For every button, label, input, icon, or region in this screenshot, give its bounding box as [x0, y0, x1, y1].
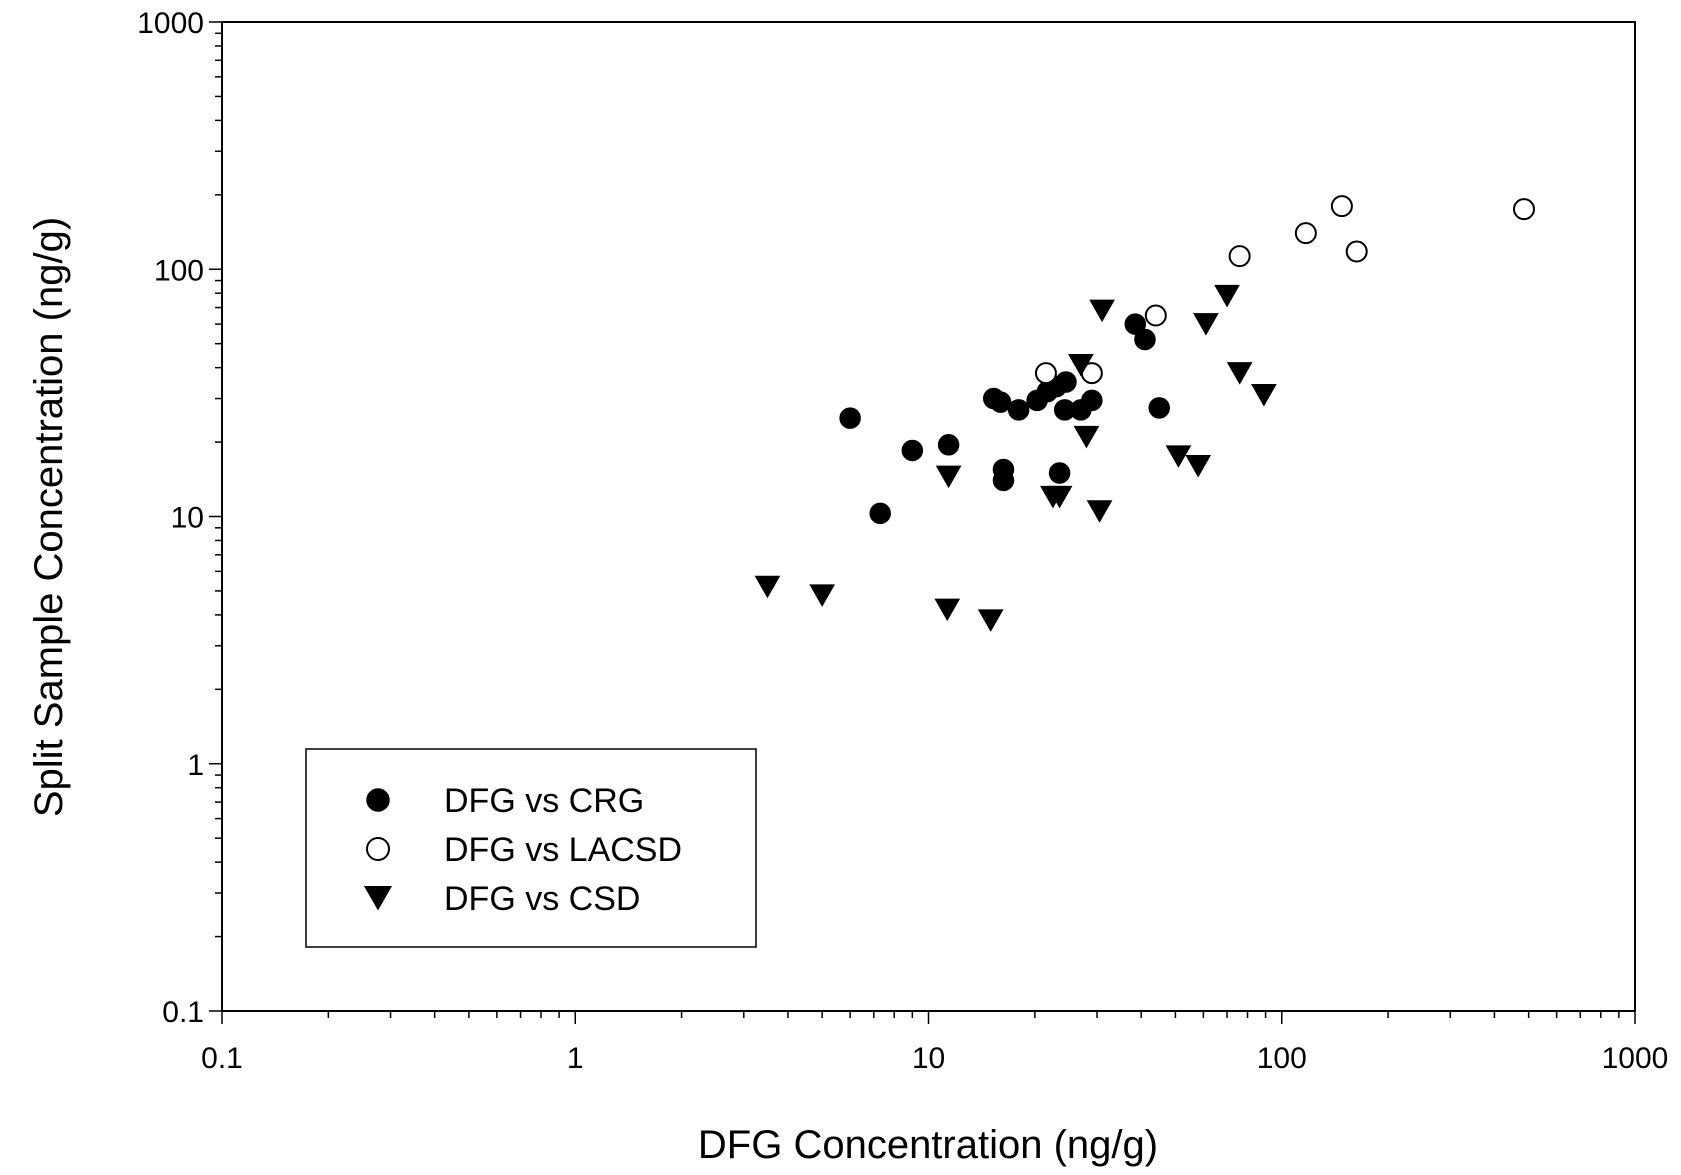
- data-point-series-2: [1251, 384, 1277, 407]
- data-point-series-0: [1007, 399, 1030, 421]
- data-point-series-1: [1330, 195, 1353, 218]
- data-point-series-2: [1193, 313, 1219, 336]
- data-point-series-1: [1294, 222, 1317, 245]
- data-point-series-1: [1034, 362, 1057, 385]
- axis-ticks: [209, 21, 1636, 1024]
- data-point-series-1: [1512, 198, 1535, 221]
- y-tick-label: 0.1: [162, 996, 204, 1029]
- legend: DFG vs CRG DFG vs LACSD DFG vs CSD: [305, 748, 757, 948]
- data-point-series-2: [1214, 284, 1240, 308]
- data-point-series-0: [1081, 389, 1103, 412]
- data-point-series-2: [977, 609, 1004, 632]
- data-point-series-1: [1144, 304, 1167, 327]
- data-point-series-0: [1124, 313, 1147, 335]
- data-point-series-2: [1086, 500, 1113, 523]
- y-axis-title: Split Sample Concentration (ng/g): [27, 217, 71, 817]
- data-point-series-0: [1148, 397, 1170, 419]
- data-points: [754, 195, 1535, 632]
- data-point-series-0: [1055, 371, 1077, 393]
- data-point-series-2: [1089, 299, 1115, 323]
- data-point-series-2: [1073, 425, 1100, 449]
- legend-marker: [363, 885, 393, 911]
- data-point-series-2: [754, 575, 781, 599]
- legend-marker: [366, 788, 390, 812]
- data-point-series-0: [1134, 328, 1156, 351]
- legend-items: DFG vs CRG DFG vs LACSD DFG vs CSD: [363, 782, 682, 918]
- y-tick-label: 10: [171, 502, 204, 535]
- data-point-series-2: [935, 465, 962, 489]
- x-axis-title: DFG Concentration (ng/g): [698, 1123, 1158, 1167]
- axis-tick-labels: 0.1 1 10 100 1000 0.1 1 10 100 1000: [137, 7, 1668, 1075]
- data-point-series-2: [1185, 455, 1212, 478]
- data-point-series-2: [809, 584, 836, 607]
- x-tick-label: 10: [912, 1042, 945, 1075]
- data-point-series-2: [934, 598, 961, 622]
- data-point-series-0: [869, 502, 891, 525]
- data-point-series-0: [839, 407, 861, 429]
- y-tick-label: 1: [187, 749, 204, 782]
- legend-label: DFG vs CRG: [444, 782, 644, 820]
- data-point-series-2: [1068, 353, 1094, 377]
- x-tick-label: 1000: [1602, 1042, 1669, 1075]
- data-point-series-2: [1226, 362, 1253, 385]
- legend-marker: [366, 837, 390, 861]
- data-point-series-2: [1165, 445, 1192, 468]
- data-point-series-0: [937, 434, 960, 456]
- data-point-series-1: [1345, 240, 1368, 263]
- data-point-series-0: [901, 439, 924, 462]
- data-point-series-0: [1048, 462, 1071, 484]
- data-point-series-0: [992, 469, 1015, 492]
- x-tick-label: 0.1: [201, 1042, 243, 1075]
- data-point-series-0: [989, 391, 1012, 413]
- data-point-series-2: [1046, 485, 1073, 509]
- legend-box: [305, 748, 757, 948]
- x-tick-label: 1: [567, 1042, 584, 1075]
- x-tick-label: 100: [1257, 1042, 1307, 1075]
- data-point-series-1: [1228, 245, 1251, 268]
- y-tick-label: 1000: [137, 7, 204, 40]
- legend-label: DFG vs LACSD: [444, 831, 682, 869]
- legend-label: DFG vs CSD: [444, 880, 640, 918]
- y-tick-label: 100: [154, 254, 204, 287]
